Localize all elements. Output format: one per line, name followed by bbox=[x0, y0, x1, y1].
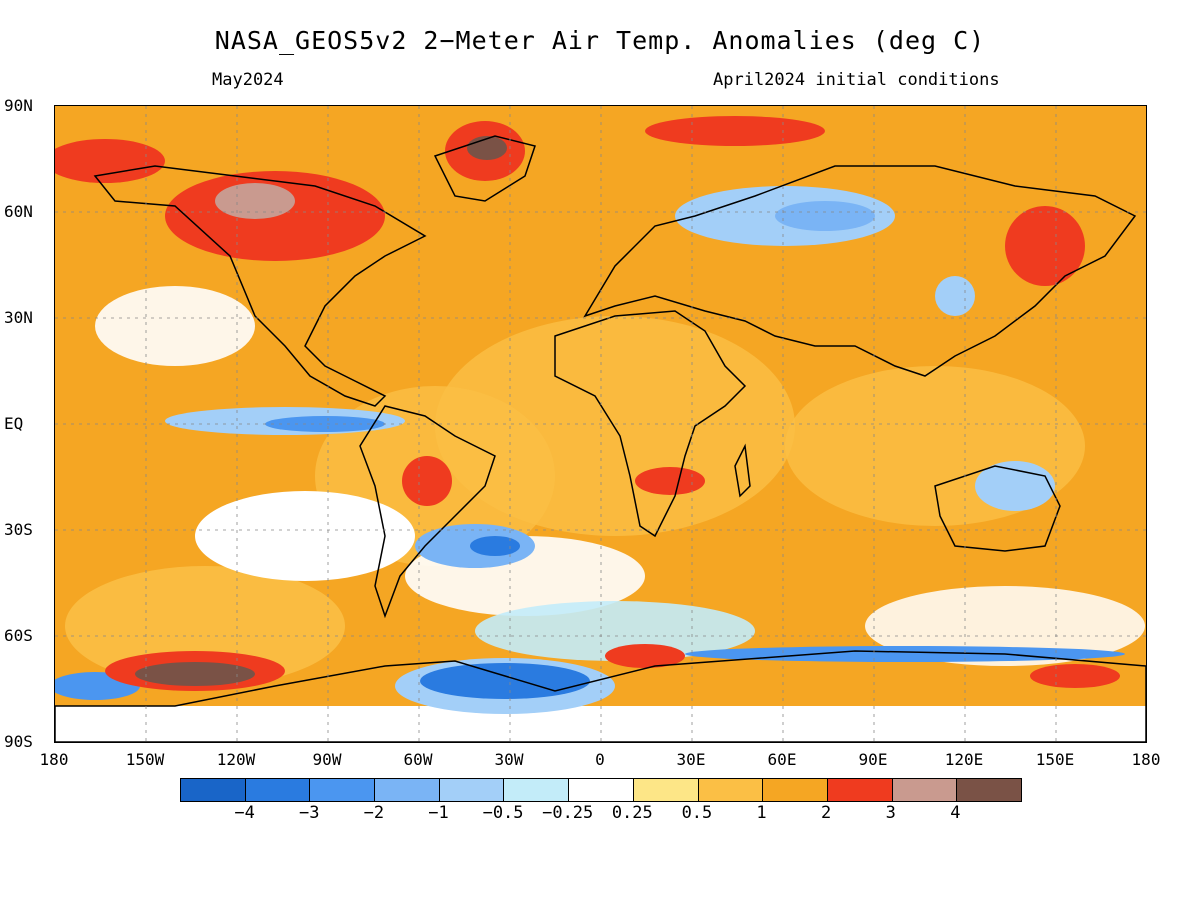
lon-label-60e: 60E bbox=[767, 750, 797, 769]
lon-label-30e: 30E bbox=[676, 750, 706, 769]
colorbar-swatch bbox=[439, 779, 505, 801]
colorbar-swatch bbox=[569, 779, 634, 801]
lon-label-60w: 60W bbox=[403, 750, 433, 769]
anomaly-field bbox=[55, 106, 1146, 742]
lat-label-eq: EQ bbox=[4, 414, 24, 433]
lon-label-150w: 150W bbox=[125, 750, 165, 769]
lat-label-90n: 90N bbox=[4, 96, 33, 115]
init-conditions-label: April2024 initial conditions bbox=[713, 70, 1000, 90]
lon-label-150e: 150E bbox=[1035, 750, 1075, 769]
colorbar-swatch bbox=[181, 779, 246, 801]
chart-title: NASA_GEOS5v2 2−Meter Air Temp. Anomalies… bbox=[214, 26, 986, 55]
colorbar-swatch bbox=[633, 779, 699, 801]
lon-label-90e: 90E bbox=[858, 750, 888, 769]
colorbar-label: 2 bbox=[821, 803, 832, 823]
lat-label-30s: 30S bbox=[4, 520, 33, 539]
colorbar-swatch bbox=[827, 779, 893, 801]
lon-label-180e: 180 bbox=[1131, 750, 1161, 769]
lon-label-30w: 30W bbox=[494, 750, 524, 769]
lon-label-180w: 180 bbox=[39, 750, 69, 769]
colorbar bbox=[180, 778, 1022, 802]
lon-label-120e: 120E bbox=[944, 750, 984, 769]
colorbar-swatch bbox=[245, 779, 311, 801]
lon-label-120w: 120W bbox=[216, 750, 256, 769]
colorbar-swatch bbox=[375, 779, 440, 801]
lat-label-90s: 90S bbox=[4, 732, 33, 751]
lon-label-90w: 90W bbox=[312, 750, 342, 769]
colorbar-swatch bbox=[892, 779, 958, 801]
temperature-anomaly-map bbox=[54, 105, 1147, 743]
colorbar-label: 0.5 bbox=[681, 803, 713, 823]
colorbar-label: −0.25 bbox=[542, 803, 594, 823]
colorbar-swatch bbox=[957, 779, 1021, 801]
lat-label-60n: 60N bbox=[4, 202, 33, 221]
colorbar-label: −1 bbox=[428, 803, 449, 823]
valid-month-label: May2024 bbox=[212, 70, 284, 90]
colorbar-label: −2 bbox=[363, 803, 385, 823]
colorbar-label: 4 bbox=[950, 803, 961, 823]
colorbar-label: −0.5 bbox=[482, 803, 524, 823]
colorbar-swatch bbox=[310, 779, 376, 801]
lat-label-60s: 60S bbox=[4, 626, 33, 645]
colorbar-label: 3 bbox=[885, 803, 896, 823]
colorbar-swatch bbox=[763, 779, 828, 801]
colorbar-swatch bbox=[504, 779, 570, 801]
lat-label-30n: 30N bbox=[4, 308, 33, 327]
colorbar-label: −3 bbox=[298, 803, 320, 823]
lon-label-0: 0 bbox=[595, 750, 605, 769]
colorbar-swatch bbox=[698, 779, 764, 801]
colorbar-label: 1 bbox=[756, 803, 767, 823]
colorbar-label: 0.25 bbox=[611, 803, 653, 823]
colorbar-label: −4 bbox=[234, 803, 255, 823]
